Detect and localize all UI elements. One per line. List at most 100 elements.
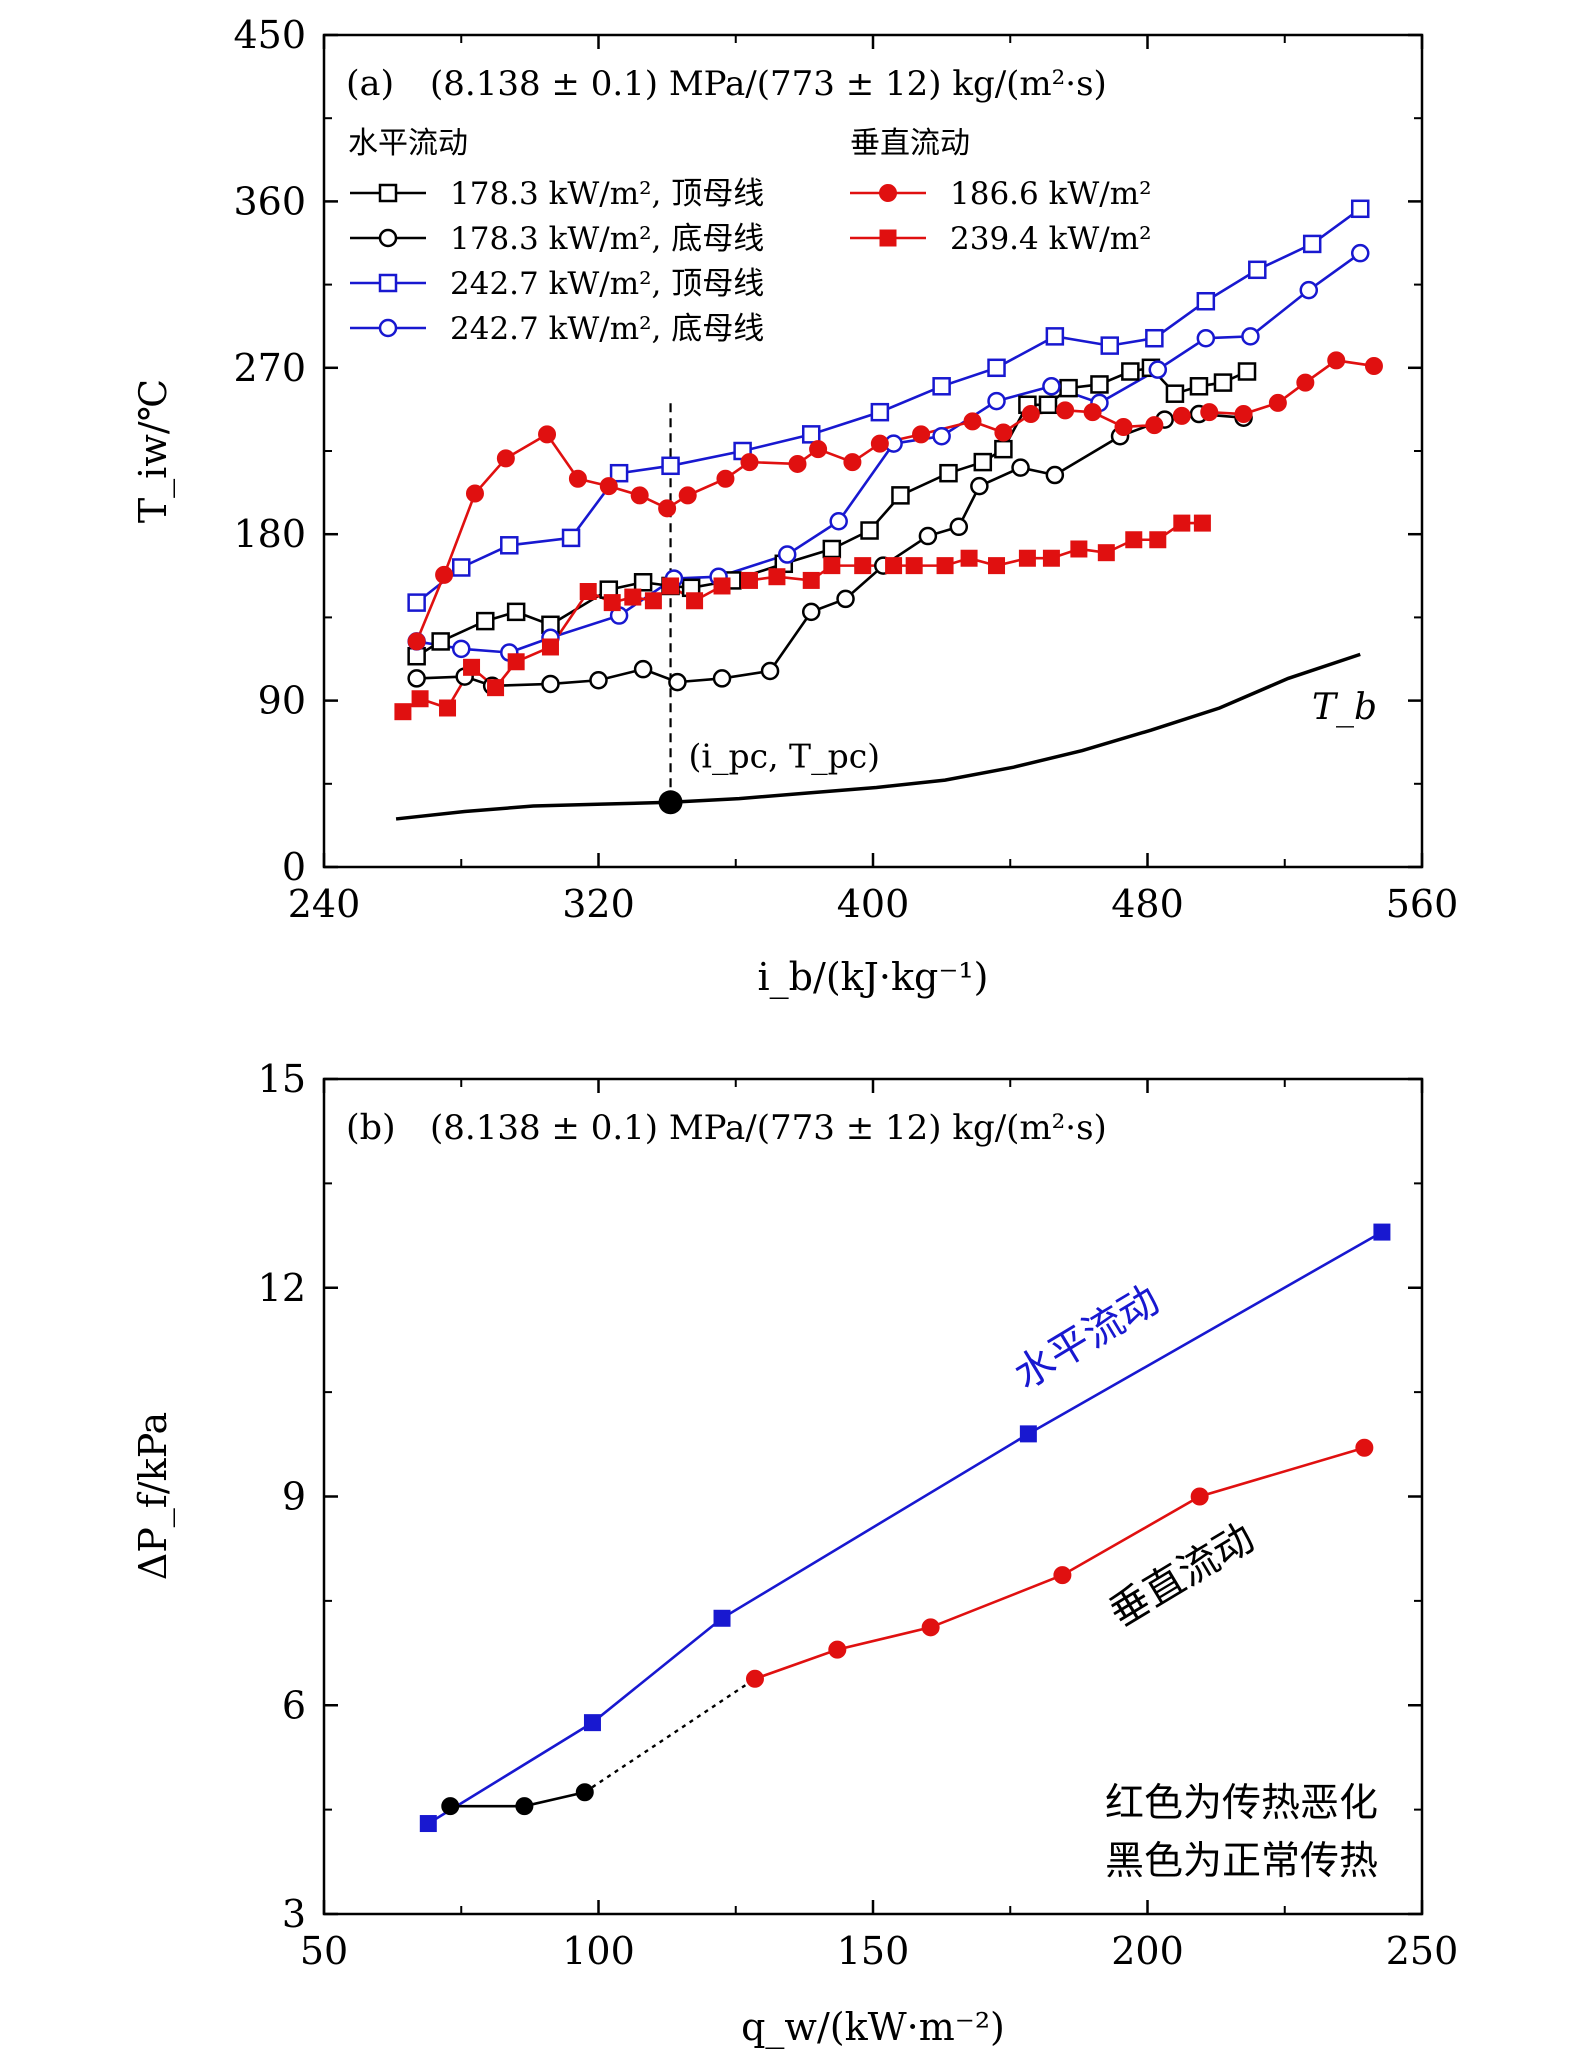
series-2-point (801, 425, 821, 444)
panel-b-ticks: 50 100 150 200 250 3 6 9 12 15 (258, 1057, 1459, 1973)
series-1-point (1011, 458, 1030, 477)
pseudocritical-point (658, 790, 683, 815)
series-5-point (823, 557, 841, 575)
x-tick-label: 480 (1111, 882, 1184, 926)
legend-header-horizontal: 水平流动 (348, 126, 468, 161)
series-4-point (538, 425, 557, 444)
legend-label: 178.3 kW/m², 顶母线 (450, 176, 764, 212)
series-4-point (435, 565, 454, 584)
series-4-point (1327, 351, 1346, 370)
x-tick-label: 150 (837, 1929, 910, 1973)
panel-b-condition: (8.138 ± 0.1) MPa/(773 ± 12) kg/(m²·s) (430, 1108, 1107, 1148)
series-2-point (870, 402, 890, 422)
series-2-point (1145, 328, 1164, 348)
series-4-point (407, 632, 426, 651)
series-5-point (411, 690, 429, 708)
b-series-0-point (1373, 1223, 1391, 1241)
pseudocritical-label: (i_pc, T_pc) (689, 736, 881, 776)
panel-a-ticks: 240 320 400 480 560 0 90 180 270 360 450 (233, 13, 1458, 926)
y-tick-label: 90 (258, 679, 306, 723)
series-3-point (1299, 280, 1319, 300)
x-tick-label: 200 (1111, 1929, 1184, 1973)
series-4-point (1364, 356, 1383, 375)
panel-a-legend: 178.3 kW/m², 顶母线 178.3 kW/m², 底母线 242.7 kW… (350, 176, 1152, 347)
series-5-point (463, 658, 481, 676)
series-0-point (1237, 362, 1257, 381)
series-1-point (918, 526, 938, 546)
series-3-point (1148, 360, 1168, 379)
annotation-vertical: 垂直流动 (1101, 1515, 1262, 1637)
series-line-6 (395, 652, 1361, 821)
panel-a-condition: (8.138 ± 0.1) MPa/(773 ± 12) kg/(m²·s) (430, 64, 1107, 104)
legend-marker (378, 228, 398, 248)
x-tick-label: 400 (837, 882, 910, 926)
panel-a-ylabel: T_iw/℃ (131, 379, 176, 523)
series-5-point (1173, 514, 1191, 532)
series-3-point (452, 639, 471, 659)
series-0-point (939, 463, 958, 483)
series-4-point (788, 454, 807, 473)
legend-marker (378, 273, 398, 293)
series-4-point (740, 453, 759, 472)
panel-b-label: (b) (346, 1108, 396, 1148)
y-tick-label: 3 (282, 1892, 306, 1936)
series-2-point (1248, 260, 1267, 280)
series-2-point (1100, 336, 1120, 355)
series-4-point (630, 486, 649, 505)
y-tick-label: 6 (282, 1683, 306, 1727)
series-2-point (500, 536, 519, 555)
series-5-point (541, 638, 559, 656)
series-1-point (760, 661, 780, 681)
series-0-point (633, 573, 653, 592)
panel-b-series (419, 1223, 1391, 1833)
series-5-point (1149, 531, 1167, 549)
series-1-point (712, 669, 732, 688)
panel-b-xlabel: q_w/(kW·m⁻²) (741, 2005, 1005, 2050)
series-1-point (1045, 465, 1065, 485)
legend-marker (879, 184, 897, 202)
b-series-1-point (515, 1797, 534, 1816)
y-tick-label: 9 (282, 1475, 306, 1519)
note-line-1: 红色为传热恶化 (1105, 1781, 1378, 1826)
annotation-horizontal: 水平流动 (1006, 1277, 1167, 1399)
b-series-0-point (713, 1609, 731, 1627)
legend-label: 186.6 kW/m² (950, 176, 1152, 212)
x-tick-label: 50 (300, 1929, 348, 1973)
b-series-2-point (921, 1618, 940, 1637)
b-series-1-point (441, 1797, 460, 1816)
series-5-point (802, 571, 820, 589)
x-tick-label: 100 (562, 1929, 635, 1973)
series-4-point (1268, 393, 1287, 412)
series-2-point (1350, 199, 1370, 219)
series-0-point (822, 539, 842, 559)
series-1-point (836, 589, 855, 609)
series-4-point (994, 423, 1013, 442)
series-5-point (487, 679, 505, 697)
panel-a-label: (a) (346, 64, 394, 104)
series-4-point (1172, 406, 1191, 425)
series-4-point (716, 469, 735, 488)
series-5-point (960, 549, 978, 567)
series-5-point (713, 577, 731, 595)
panel-a-series (394, 199, 1383, 821)
series-1-point (633, 659, 653, 679)
series-4-point (678, 486, 697, 505)
series-5-point (905, 557, 923, 575)
series-5-point (1042, 549, 1060, 567)
series-4-point (1234, 405, 1253, 424)
series-3-point (1350, 243, 1370, 263)
series-1-point (541, 674, 560, 694)
series-4-point (809, 440, 828, 459)
series-4-point (568, 469, 587, 488)
b-series-0-point (419, 1815, 437, 1833)
series-5-point (624, 588, 642, 606)
series-4-point (1200, 403, 1219, 422)
series-5-point (662, 577, 680, 595)
series-4-point (912, 425, 931, 444)
series-4-point (658, 499, 677, 518)
series-0-point (1165, 384, 1185, 403)
series-5-point (885, 557, 903, 575)
series-0-point (1059, 378, 1078, 398)
series-0-point (431, 632, 450, 651)
series-4-point (465, 484, 484, 503)
